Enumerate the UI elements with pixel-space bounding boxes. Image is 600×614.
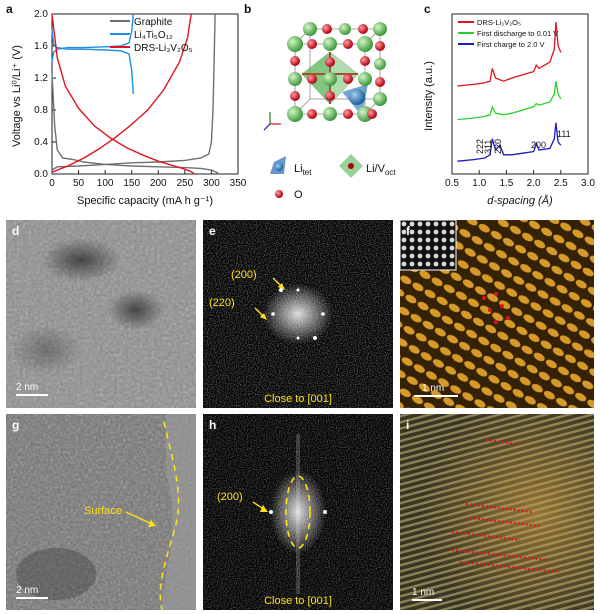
- x-tick-label: 300: [203, 178, 220, 189]
- y-tick-label: 2.0: [34, 9, 48, 20]
- y-tick-label: 0.8: [34, 105, 48, 116]
- x-tick-label: 2.5: [554, 178, 568, 189]
- series-line: [457, 21, 562, 87]
- scale-label-d: 2 nm: [16, 382, 38, 393]
- peak-label-200: 200: [531, 140, 546, 150]
- caption-h: Close to [001]: [264, 595, 332, 607]
- surface-label: Surface: [84, 505, 122, 517]
- crystal-structure-illustration: Litet Li/Voct O: [263, 22, 396, 201]
- x-tick-label: 50: [73, 178, 85, 189]
- xrd-dspacing-chart: 0.5 1.0 1.5 2.0 2.5 3.0 Intensity (a.u.) d-sp…: [423, 13, 595, 207]
- label-200-e: (200): [231, 269, 257, 281]
- chart-c-xlabel: d-spacing (Å): [487, 194, 553, 207]
- legend-o-icon: [275, 190, 283, 198]
- hrtem-image-f: 1 nm: [400, 220, 594, 408]
- li-v-oct-atoms: [287, 22, 387, 122]
- x-tick-label: 100: [97, 178, 114, 189]
- panel-letter-e: e: [209, 224, 216, 238]
- chart-c-ylabel: Intensity (a.u.): [423, 61, 435, 131]
- legend-tet-label: Litet: [294, 163, 312, 177]
- legend-c-discharge: First discharge to 0.01 V: [477, 29, 558, 38]
- li-tet-atom: [349, 89, 365, 105]
- panel-letter-a: a: [6, 2, 13, 16]
- series-line: [457, 122, 562, 162]
- panel-letter-b: b: [244, 2, 252, 16]
- peak-labels: 222 311 220 200 111: [475, 129, 571, 154]
- peak-label-111: 111: [557, 129, 571, 139]
- inset-image: [400, 220, 457, 271]
- series-line-charge: [51, 13, 192, 174]
- label-200-h: (200): [217, 491, 243, 503]
- y-tick-label: 0.0: [34, 169, 48, 180]
- red-marker-dots: [482, 292, 510, 324]
- legend-oct-label: Li/Voct: [366, 163, 396, 177]
- chart-c-legend: DRS-Li₃V₂O₅ First discharge to 0.01 V Fi…: [458, 18, 558, 49]
- scale-label-f: 1 nm: [422, 383, 444, 394]
- chart-a-xlabel: Specific capacity (mA h g⁻¹): [77, 195, 213, 207]
- x-tick-label: 1.5: [499, 178, 513, 189]
- panel-letter-h: h: [209, 418, 217, 432]
- y-tick-label: 1.6: [34, 41, 48, 52]
- legend-c-charge: First charge to 2.0 V: [477, 40, 545, 49]
- panel-letter-d: d: [12, 224, 20, 238]
- chart-c-frame: [451, 13, 589, 175]
- peak-label-222: 222: [475, 139, 485, 154]
- legend-label-lto: Li₄Ti₅O₁₂: [134, 30, 173, 41]
- x-tick-label: 0.5: [445, 178, 459, 189]
- series-line-charge: [51, 13, 134, 63]
- series-line-discharge: [51, 73, 220, 175]
- y-tick-label: 1.2: [34, 73, 48, 84]
- oxygen-atoms: [290, 24, 385, 119]
- x-tick-label: 1.0: [472, 178, 486, 189]
- legend-label-graphite: Graphite: [134, 17, 173, 28]
- hrtem-image-i: 1 nm: [400, 414, 594, 610]
- fft-image-e: (200) (220) Close to [001]: [203, 220, 393, 408]
- caption-e: Close to [001]: [264, 393, 332, 405]
- scale-label-i: 1 nm: [412, 587, 434, 598]
- panel-letter-c: c: [424, 2, 431, 16]
- tem-image-g: Surface 2 nm: [6, 414, 196, 610]
- panel-letter-f: f: [406, 224, 410, 238]
- voltage-capacity-chart: 0 50 100 150 200 250 300 3500.00.40.81.21.62.0 …: [11, 9, 247, 207]
- series-line-discharge: [51, 13, 195, 175]
- peak-label-311: 311: [483, 140, 493, 154]
- axis-triad-icon: [263, 112, 281, 131]
- dashed-ellipse: [285, 475, 311, 549]
- diffraction-spots: [269, 510, 327, 514]
- fft-image-h: (200) Close to [001]: [203, 414, 393, 610]
- panel-letter-i: i: [406, 418, 410, 432]
- x-tick-label: 2.0: [527, 178, 541, 189]
- chart-a-legend: Graphite Li₄Ti₅O₁₂ DRS-Li₃V₂O₅: [110, 17, 193, 54]
- x-tick-label: 150: [123, 178, 140, 189]
- chart-a-frame: [51, 13, 239, 175]
- panel-letter-g: g: [12, 418, 20, 432]
- legend-label-drs: DRS-Li₃V₂O₅: [134, 43, 193, 54]
- x-tick-label: 200: [150, 178, 167, 189]
- diffraction-spots: [271, 288, 325, 340]
- surface-dashed-line: [159, 421, 180, 610]
- label-220-e: (220): [209, 297, 235, 309]
- chart-a-ylabel: Voltage vs Li⁰/Li⁺ (V): [11, 45, 23, 147]
- x-tick-label: 3.0: [581, 178, 595, 189]
- scale-label-g: 2 nm: [16, 585, 38, 596]
- x-tick-label: 250: [177, 178, 194, 189]
- red-dotted-markers: [451, 439, 561, 573]
- legend-o-label: O: [294, 189, 303, 201]
- tem-image-d: 2 nm: [6, 220, 196, 408]
- peak-label-220: 220: [493, 139, 503, 154]
- legend-c-drs: DRS-Li₃V₂O₅: [477, 18, 521, 27]
- series-line-charge: [51, 13, 216, 171]
- x-tick-label: 0: [49, 178, 55, 189]
- y-tick-label: 0.4: [34, 137, 48, 148]
- x-tick-label: 350: [230, 178, 247, 189]
- series-line: [457, 81, 562, 121]
- surface-arrow: [125, 511, 153, 525]
